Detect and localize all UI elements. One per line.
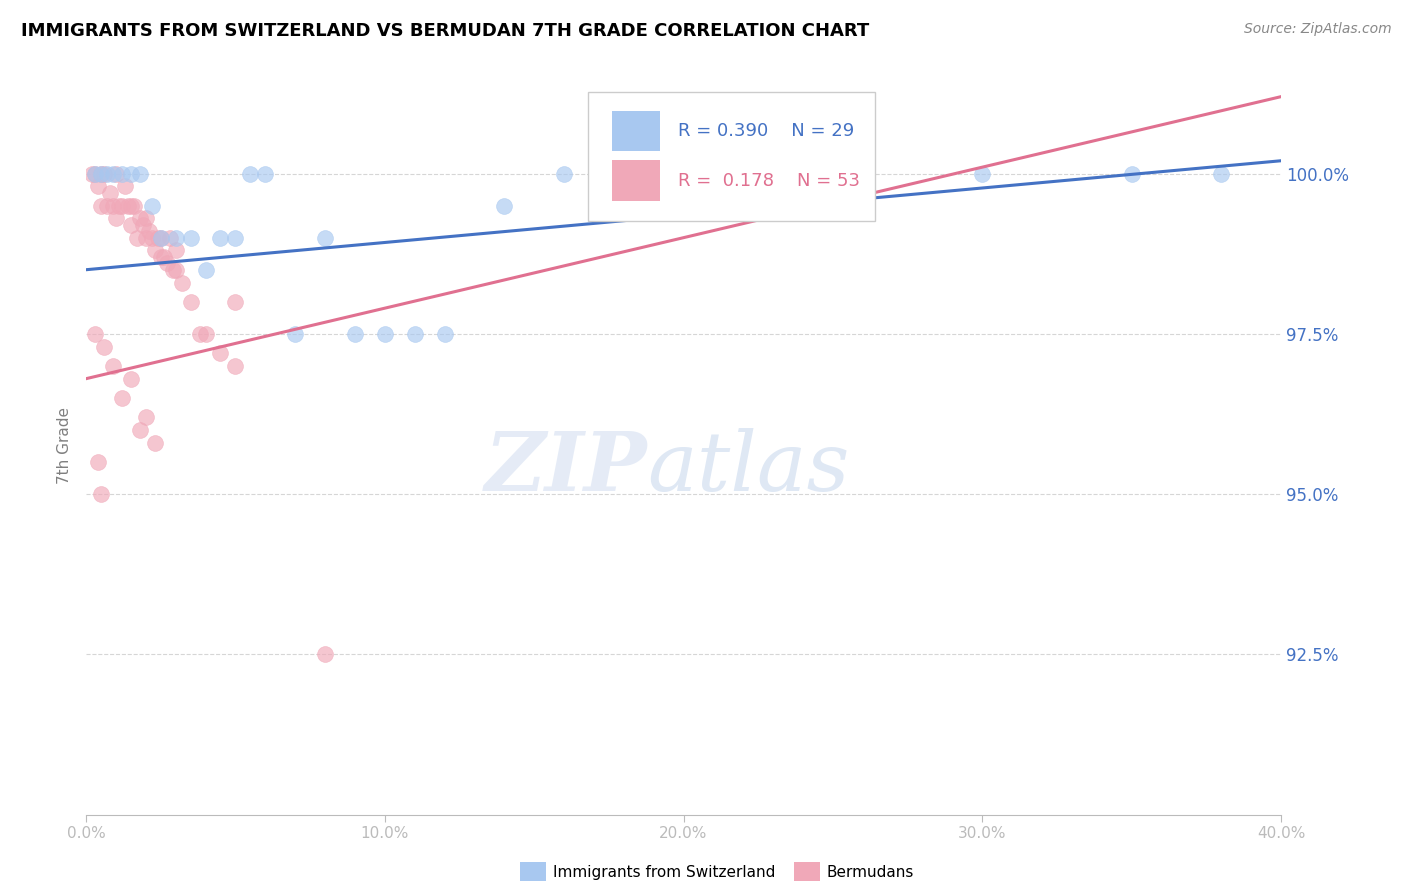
Point (90, 199, 112, 213)
Point (162, 262, 184, 277)
FancyBboxPatch shape (612, 160, 659, 201)
Point (96, 199, 118, 213)
Point (284, 326, 307, 341)
Point (553, 167, 575, 181)
Point (224, 230, 246, 244)
Point (224, 359, 246, 373)
Point (146, 230, 169, 244)
Point (125, 230, 148, 244)
FancyBboxPatch shape (588, 92, 875, 221)
Text: Bermudans: Bermudans (827, 865, 914, 880)
Point (135, 230, 157, 244)
Point (111, 199, 134, 213)
Point (96, 167, 118, 181)
Point (180, 294, 202, 309)
Point (494, 199, 516, 213)
Point (117, 199, 139, 213)
Point (149, 250, 172, 264)
Text: R = 0.390    N = 29: R = 0.390 N = 29 (678, 122, 853, 140)
Point (135, 211, 157, 226)
Point (180, 230, 202, 244)
Point (343, 326, 366, 341)
Point (141, 230, 163, 244)
Point (122, 199, 145, 213)
Point (128, 211, 150, 226)
Point (101, 167, 124, 181)
Point (132, 218, 155, 232)
Point (90, 167, 112, 181)
Point (84, 326, 107, 341)
Point (80, 167, 103, 181)
Text: Immigrants from Switzerland: Immigrants from Switzerland (553, 865, 775, 880)
Point (128, 423, 150, 437)
Point (120, 167, 142, 181)
Point (1121, 167, 1143, 181)
Point (120, 218, 142, 232)
Point (93, 167, 115, 181)
Point (404, 326, 426, 341)
Point (239, 167, 262, 181)
Point (111, 167, 134, 181)
Point (90, 487, 112, 501)
Point (101, 199, 124, 213)
Point (87, 179, 110, 194)
Y-axis label: 7th Grade: 7th Grade (58, 408, 72, 484)
Point (149, 230, 172, 244)
Point (93, 340, 115, 354)
FancyBboxPatch shape (612, 111, 659, 151)
Point (165, 262, 187, 277)
Point (254, 167, 277, 181)
Point (194, 262, 217, 277)
Point (209, 230, 232, 244)
Point (84, 167, 107, 181)
Point (98, 186, 121, 200)
Point (141, 199, 163, 213)
Point (114, 179, 136, 194)
Point (170, 276, 193, 290)
Point (101, 359, 124, 373)
Text: ZIP: ZIP (485, 428, 648, 508)
Point (314, 647, 336, 661)
Point (108, 199, 131, 213)
Point (1211, 167, 1233, 181)
Point (194, 326, 217, 341)
Point (128, 167, 150, 181)
Point (87, 455, 110, 469)
Point (111, 391, 134, 405)
Point (159, 230, 181, 244)
Text: IMMIGRANTS FROM SWITZERLAND VS BERMUDAN 7TH GRADE CORRELATION CHART: IMMIGRANTS FROM SWITZERLAND VS BERMUDAN … (21, 22, 869, 40)
Point (972, 167, 994, 181)
Point (90, 167, 112, 181)
Point (314, 230, 336, 244)
Point (821, 167, 844, 181)
Point (152, 250, 174, 264)
Point (433, 326, 456, 341)
Point (156, 256, 179, 270)
Point (209, 346, 232, 360)
Point (120, 199, 142, 213)
Point (188, 326, 211, 341)
Text: Source: ZipAtlas.com: Source: ZipAtlas.com (1244, 22, 1392, 37)
Point (138, 224, 160, 238)
Text: atlas: atlas (648, 428, 851, 508)
Point (165, 244, 187, 258)
Point (165, 230, 187, 244)
Point (374, 326, 396, 341)
Point (672, 167, 695, 181)
Point (120, 372, 142, 386)
Point (135, 410, 157, 425)
Point (149, 230, 172, 244)
Point (143, 435, 166, 450)
Point (224, 294, 246, 309)
Point (143, 244, 166, 258)
Point (104, 211, 127, 226)
Text: R =  0.178    N = 53: R = 0.178 N = 53 (678, 171, 859, 190)
Point (104, 167, 127, 181)
Point (84, 167, 107, 181)
